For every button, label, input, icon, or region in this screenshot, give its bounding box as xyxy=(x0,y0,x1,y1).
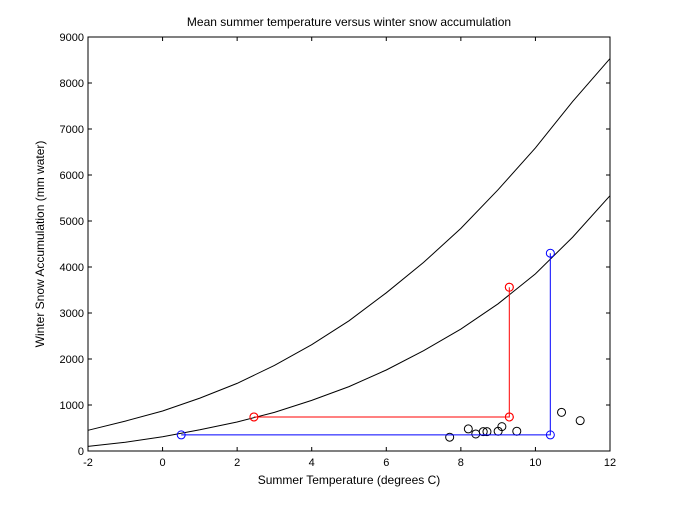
y-tick-label: 4000 xyxy=(60,262,84,274)
chart-title: Mean summer temperature versus winter sn… xyxy=(187,15,511,29)
data-point xyxy=(575,416,585,426)
x-tick-label: 8 xyxy=(458,457,464,469)
x-tick-label: -2 xyxy=(83,457,93,469)
data-point xyxy=(249,412,259,422)
y-axis: 0 1000 2000 3000 4000 5000 6000 7000 8000 9000 xyxy=(60,32,610,458)
data-point xyxy=(497,422,507,432)
x-tick-label: 2 xyxy=(234,457,240,469)
series-line-3 xyxy=(253,287,510,418)
y-tick-label: 3000 xyxy=(60,308,84,320)
series-line-5 xyxy=(181,253,551,436)
data-point xyxy=(482,427,492,437)
data-point xyxy=(557,407,567,417)
plot-area xyxy=(87,36,611,452)
series-line-1 xyxy=(87,195,611,447)
data-point xyxy=(176,430,186,440)
data-point xyxy=(504,412,514,422)
data-point xyxy=(463,424,473,434)
x-tick-label: 6 xyxy=(383,457,389,469)
y-axis-label: Winter Snow Accumulation (mm water) xyxy=(33,141,47,348)
data-point xyxy=(545,430,555,440)
series-layer xyxy=(87,58,611,447)
y-tick-label: 0 xyxy=(78,446,84,458)
x-tick-label: 4 xyxy=(309,457,315,469)
x-tick-label: 10 xyxy=(529,457,541,469)
series-line-0 xyxy=(87,58,611,431)
y-tick-label: 7000 xyxy=(60,124,84,136)
data-point xyxy=(545,248,555,258)
x-tick-label: 12 xyxy=(604,457,616,469)
y-tick-label: 6000 xyxy=(60,170,84,182)
y-tick-label: 1000 xyxy=(60,400,84,412)
y-tick-label: 2000 xyxy=(60,354,84,366)
data-point xyxy=(504,282,514,292)
x-axis: -2 0 2 4 6 8 10 12 xyxy=(83,37,616,469)
y-tick-label: 8000 xyxy=(60,78,84,90)
x-axis-label: Summer Temperature (degrees C) xyxy=(258,473,441,487)
data-point xyxy=(445,432,455,442)
y-tick-label: 9000 xyxy=(60,32,84,44)
data-point xyxy=(478,427,488,437)
x-tick-label: 0 xyxy=(160,457,166,469)
y-tick-label: 5000 xyxy=(60,216,84,228)
